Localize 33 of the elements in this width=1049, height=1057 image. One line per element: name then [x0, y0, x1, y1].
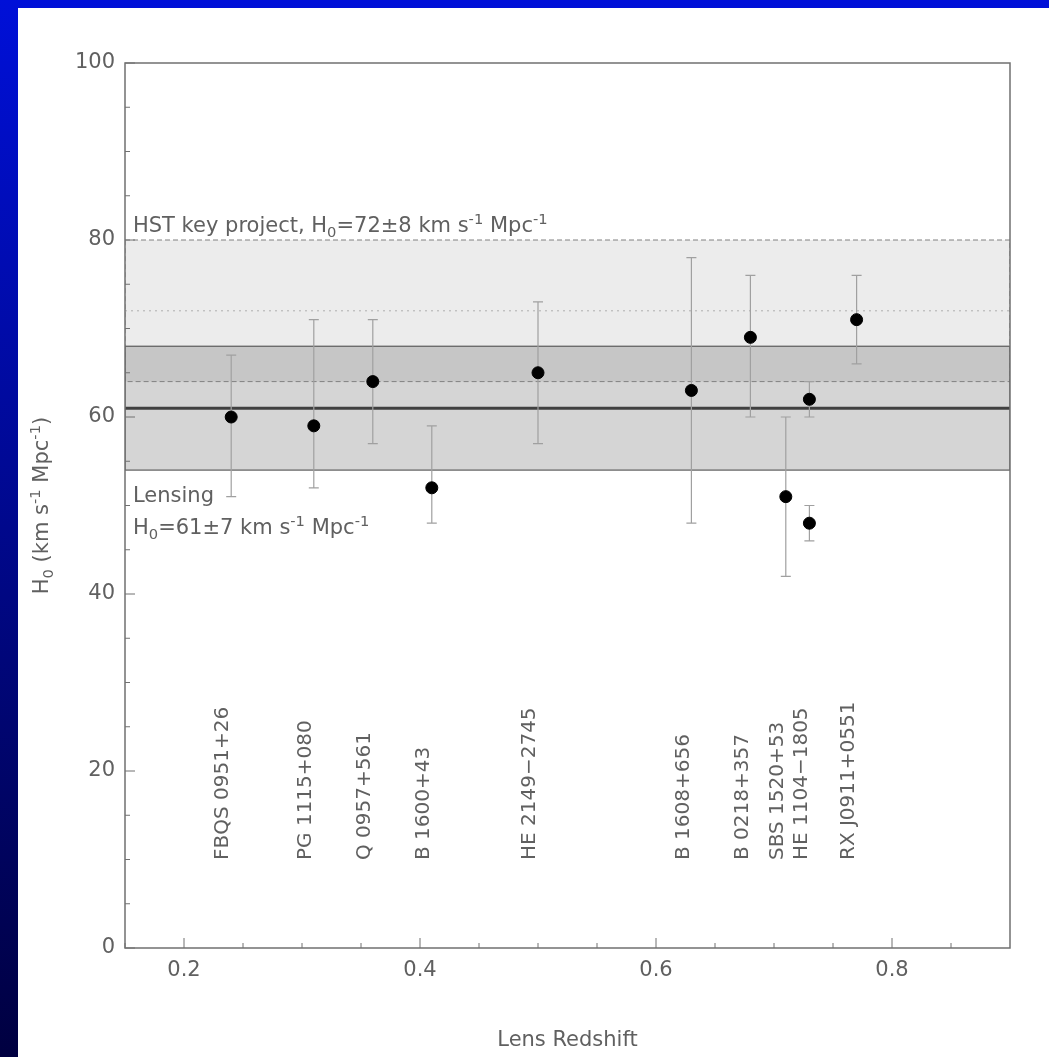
point	[224, 410, 238, 424]
point	[802, 516, 816, 530]
y-tick-label: 40	[88, 580, 115, 605]
annotation: B 0218+357	[728, 734, 753, 860]
annotation: B 1600+43	[410, 746, 434, 860]
point	[366, 375, 380, 389]
y-tick-label: 80	[88, 226, 115, 251]
y-tick-label: 20	[88, 757, 115, 782]
y-tick-label: 60	[88, 403, 115, 428]
x-tick-label: 0.6	[639, 957, 673, 982]
annotation: PG 1115+080	[292, 720, 316, 860]
annotation: HE 1104−1805	[787, 707, 812, 860]
x-tick-label: 0.4	[403, 957, 437, 982]
point	[743, 330, 757, 344]
y-axis-title: H0 (km s-1 Mpc-1)	[25, 416, 57, 595]
x-tick-label: 0.2	[167, 957, 201, 982]
annotation: HE 2149−2745	[516, 707, 541, 860]
y-tick-label: 0	[101, 934, 115, 959]
point	[307, 419, 321, 433]
annotation: RX J0911+0551	[834, 701, 859, 860]
point	[531, 366, 545, 380]
annotation: SBS 1520+53	[764, 721, 788, 860]
x-axis-title: Lens Redshift	[497, 1026, 638, 1051]
annotation: B 1608+656	[669, 734, 694, 860]
x-tick-label: 0.8	[875, 957, 909, 982]
annotation: FBQS 0951+26	[209, 706, 234, 860]
point	[802, 392, 816, 406]
point	[850, 313, 864, 327]
point	[425, 481, 439, 495]
annotation: Q 0957+561	[351, 732, 375, 860]
y-tick-label: 100	[74, 49, 115, 74]
point	[779, 490, 793, 504]
point	[684, 383, 698, 397]
